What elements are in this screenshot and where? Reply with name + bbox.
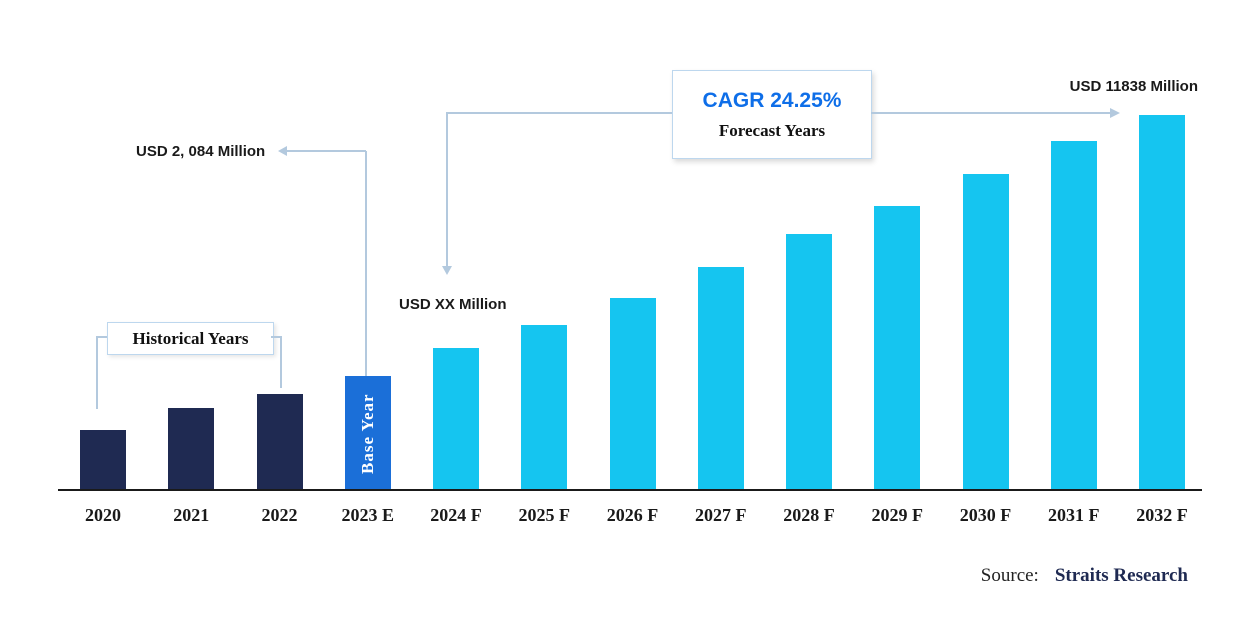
- base-year-bar-label: Base Year: [357, 393, 377, 474]
- bar-2022: [256, 394, 303, 491]
- annotation-2024-value: USD XX Million: [399, 296, 507, 313]
- x-label-2024-f: 2024 F: [430, 505, 482, 525]
- connector-2032-horizontal: [871, 112, 1110, 114]
- bar-2027-f: [697, 267, 744, 491]
- historical-bracket-right-drop: [280, 336, 282, 388]
- x-label-2027-f: 2027 F: [695, 505, 747, 525]
- historical-bracket-right-stub: [271, 336, 282, 338]
- connector-2023-horizontal: [287, 150, 366, 152]
- connector-2024-vertical: [446, 112, 448, 267]
- x-label-2028-f: 2028 F: [783, 505, 835, 525]
- cagr-box: CAGR 24.25% Forecast Years: [672, 70, 872, 159]
- historical-years-label: Historical Years: [132, 328, 249, 348]
- historical-bracket-left-stub: [96, 336, 107, 338]
- x-label-2026-f: 2026 F: [606, 505, 659, 525]
- x-label-2031-f: 2031 F: [1048, 505, 1100, 525]
- x-label-2023-e: 2023 E: [341, 505, 395, 525]
- annotation-2032-value: USD 11838 Million: [1069, 78, 1198, 95]
- arrow-right-icon: [1110, 108, 1120, 118]
- connector-2024-horizontal: [446, 112, 672, 114]
- bar-2021: [168, 408, 215, 491]
- cagr-value: CAGR 24.25%: [702, 88, 842, 112]
- x-label-2030-f: 2030 F: [959, 505, 1012, 525]
- source-label: Source:: [980, 565, 1039, 586]
- x-label-2020: 2020: [85, 505, 121, 525]
- bar-2023-e: Base Year: [344, 376, 391, 491]
- forecast-years-label: Forecast Years: [718, 120, 826, 140]
- bar-2025-f: [521, 325, 568, 491]
- bar-2032-f: [1139, 115, 1185, 491]
- bar-2028-f: [786, 234, 832, 491]
- bar-2029-f: [874, 206, 921, 491]
- bar-2024-f: [433, 348, 479, 491]
- source-name: Straits Research: [1054, 565, 1188, 586]
- arrow-left-icon: [278, 146, 287, 156]
- x-axis: [58, 489, 1202, 491]
- x-label-2021: 2021: [173, 505, 210, 525]
- x-label-2032-f: 2032 F: [1136, 505, 1188, 525]
- arrow-down-icon: [442, 266, 452, 275]
- connector-2023-vertical: [365, 151, 367, 376]
- bar-2030-f: [962, 174, 1009, 491]
- bar-2031-f: [1050, 141, 1097, 491]
- annotation-2023-value: USD 2, 084 Million: [136, 143, 266, 160]
- bar-2020: [80, 430, 126, 491]
- bar-2026-f: [609, 298, 656, 491]
- source-note: Source: Straits Research: [981, 565, 1188, 587]
- historical-years-box: Historical Years: [107, 322, 274, 355]
- x-label-2029-f: 2029 F: [871, 505, 924, 525]
- x-label-2022: 2022: [261, 505, 298, 525]
- x-label-2025-f: 2025 F: [518, 505, 571, 525]
- historical-bracket-left-drop: [96, 336, 98, 409]
